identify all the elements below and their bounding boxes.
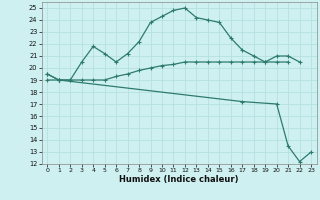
X-axis label: Humidex (Indice chaleur): Humidex (Indice chaleur) [119, 175, 239, 184]
